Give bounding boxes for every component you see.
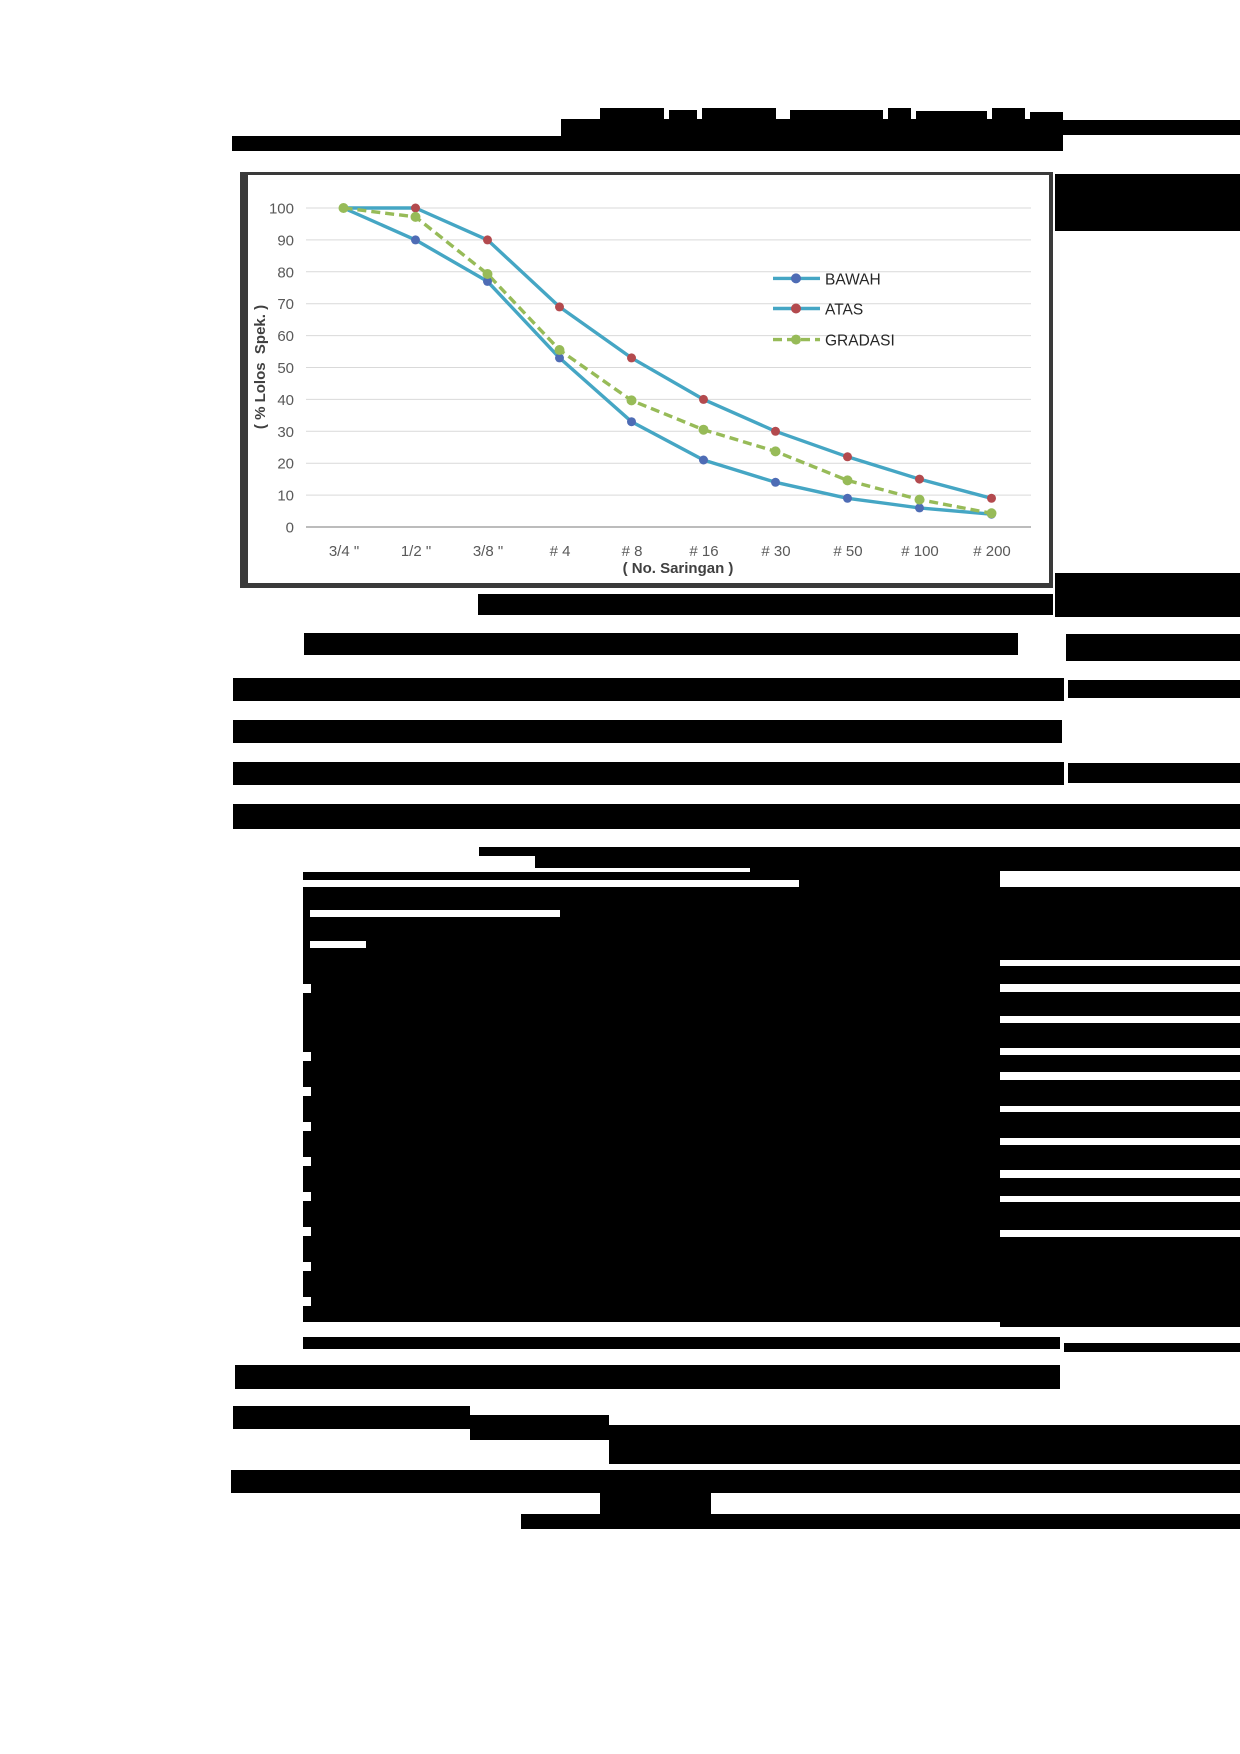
svg-text:# 100: # 100 [901,543,939,560]
svg-text:3/4 ": 3/4 " [329,543,359,560]
svg-text:60: 60 [277,328,294,345]
svg-text:# 50: # 50 [833,543,862,560]
svg-text:# 200: # 200 [973,543,1011,560]
svg-text:40: 40 [277,392,294,409]
svg-text:50: 50 [277,360,294,377]
svg-text:BAWAH: BAWAH [825,271,881,288]
svg-text:# 16: # 16 [689,543,718,560]
svg-text:10: 10 [277,488,294,505]
svg-text:( No. Saringan ): ( No. Saringan ) [623,560,734,577]
svg-text:# 30: # 30 [761,543,790,560]
svg-text:30: 30 [277,424,294,441]
svg-text:# 8: # 8 [622,543,643,560]
svg-text:80: 80 [277,264,294,281]
svg-text:GRADASI: GRADASI [825,333,895,350]
svg-text:90: 90 [277,232,294,249]
svg-text:0: 0 [286,520,294,537]
svg-text:20: 20 [277,456,294,473]
svg-text:1/2 ": 1/2 " [401,543,431,560]
svg-text:70: 70 [277,296,294,313]
svg-text:# 4: # 4 [550,543,571,560]
svg-text:( % Lolos Spek. ): ( % Lolos Spek. ) [252,305,269,429]
svg-text:100: 100 [269,201,294,218]
svg-text:ATAS: ATAS [825,302,863,319]
svg-text:3/8 ": 3/8 " [473,543,503,560]
